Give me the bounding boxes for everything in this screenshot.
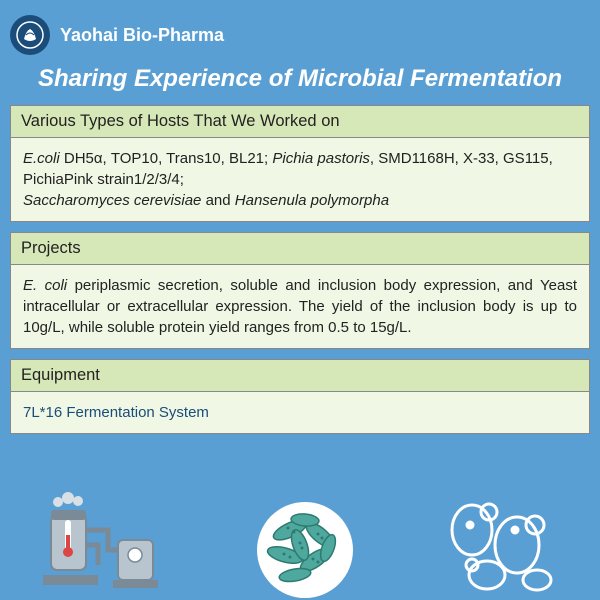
microbe-cluster-icon [240,490,370,600]
page-title: Sharing Experience of Microbial Fermenta… [10,65,590,93]
yeast-cells-icon [437,490,567,600]
equipment-section-body: 7L*16 Fermentation System [10,392,590,434]
header-bar: Yaohai Bio-Pharma [10,10,590,65]
brand-logo [10,15,50,55]
factory-equipment-icon [33,490,173,600]
projects-section-body: E. coli periplasmic secretion, soluble a… [10,265,590,349]
hosts-section-body: E.coli DH5α, TOP10, Trans10, BL21; Pichi… [10,138,590,222]
brand-name: Yaohai Bio-Pharma [60,25,224,46]
hosts-section-header: Various Types of Hosts That We Worked on [10,105,590,138]
equipment-section-header: Equipment [10,359,590,392]
projects-section-header: Projects [10,232,590,265]
illustrations-row [0,480,600,600]
